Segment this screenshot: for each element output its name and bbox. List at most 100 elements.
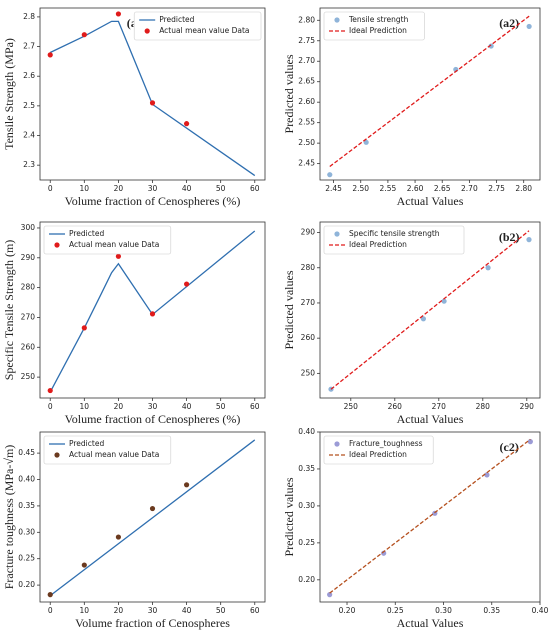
- legend-label: Specific tensile strength: [349, 229, 440, 238]
- x-tick-label: 50: [216, 184, 226, 193]
- data-point: [526, 23, 532, 30]
- legend-swatch: [54, 242, 60, 248]
- x-tick-label: 20: [114, 606, 124, 615]
- x-axis-label: Volume fraction of Cenospheres (%): [65, 412, 241, 426]
- data-point: [526, 237, 532, 243]
- y-tick-label: 260: [301, 333, 316, 342]
- x-tick-label: 10: [80, 402, 90, 411]
- y-tick-label: 0.25: [298, 538, 315, 547]
- y-tick-label: 0.40: [298, 427, 315, 436]
- x-tick-label: 40: [182, 606, 192, 615]
- data-point: [183, 121, 190, 127]
- x-tick-label: 2.60: [407, 184, 424, 193]
- data-point: [149, 505, 156, 512]
- y-tick-label: 280: [21, 283, 36, 292]
- data-point: [484, 472, 490, 478]
- data-point: [81, 32, 87, 38]
- x-tick-label: 280: [476, 402, 491, 411]
- data-point: [441, 298, 447, 304]
- data-point: [149, 100, 156, 106]
- data-point: [115, 11, 122, 17]
- y-tick-label: 2.65: [298, 77, 315, 86]
- data-point: [183, 482, 190, 488]
- x-tick-label: 2.55: [380, 184, 397, 193]
- x-tick-label: 0: [48, 606, 53, 615]
- x-tick-label: 2.70: [461, 184, 478, 193]
- data-point: [420, 316, 426, 322]
- panel-label: (c2): [500, 440, 519, 454]
- legend-label: Actual mean value Data: [69, 450, 159, 459]
- y-tick-label: 0.45: [18, 448, 35, 457]
- x-tick-label: 50: [216, 402, 226, 411]
- legend-swatch: [54, 452, 60, 458]
- y-tick-label: 0.35: [298, 464, 315, 473]
- y-tick-label: 0.30: [18, 527, 35, 536]
- y-tick-label: 270: [301, 298, 316, 307]
- y-tick-label: 0.35: [18, 501, 35, 510]
- x-tick-label: 2.80: [515, 184, 532, 193]
- x-tick-label: 0.25: [387, 606, 404, 615]
- x-tick-label: 270: [432, 402, 447, 411]
- y-axis-label: Predicted values: [282, 270, 296, 349]
- legend-swatch: [334, 17, 340, 23]
- y-axis-label: Fracture toughness (MPa-√m): [2, 445, 16, 590]
- y-axis-label: Specific Tensile Strength (m): [2, 240, 16, 381]
- data-point: [149, 311, 156, 317]
- y-tick-label: 300: [21, 223, 36, 232]
- y-tick-label: 250: [21, 372, 36, 381]
- legend-box: [323, 435, 434, 465]
- plot-frame: [319, 431, 541, 603]
- x-tick-label: 60: [250, 184, 260, 193]
- legend-label: Ideal Prediction: [349, 450, 407, 459]
- legend-label: Actual mean value Data: [69, 240, 159, 249]
- y-tick-label: 0.20: [18, 580, 35, 589]
- legend-label: Tensile strength: [348, 15, 409, 24]
- legend-swatch: [334, 441, 340, 447]
- x-tick-label: 250: [344, 402, 359, 411]
- x-tick-label: 0.40: [532, 606, 549, 615]
- data-point: [363, 139, 369, 145]
- y-tick-label: 270: [21, 312, 36, 321]
- y-tick-label: 2.45: [298, 159, 315, 168]
- data-point: [47, 387, 53, 394]
- y-tick-label: 2.75: [298, 36, 315, 45]
- x-tick-label: 0.35: [483, 606, 500, 615]
- y-tick-label: 2.3: [23, 160, 35, 169]
- x-tick-label: 0: [48, 184, 53, 193]
- y-tick-label: 2.70: [298, 56, 315, 65]
- data-point: [81, 325, 87, 331]
- x-tick-label: 10: [80, 184, 90, 193]
- y-tick-label: 2.80: [298, 15, 315, 24]
- x-tick-label: 20: [114, 402, 124, 411]
- data-point: [485, 265, 491, 271]
- x-tick-label: 20: [114, 184, 124, 193]
- y-tick-label: 0.25: [18, 554, 35, 563]
- x-tick-label: 0.30: [435, 606, 452, 615]
- plot-frame: [319, 7, 541, 181]
- y-axis-label: Predicted values: [282, 54, 296, 133]
- x-tick-label: 50: [216, 606, 226, 615]
- x-axis-label: Actual Values: [397, 194, 464, 208]
- x-axis-label: Actual Values: [397, 412, 464, 426]
- x-axis-label: Volume fraction of Cenospheres: [75, 616, 230, 630]
- x-tick-label: 290: [520, 402, 535, 411]
- y-tick-label: 290: [301, 228, 316, 237]
- data-point: [115, 534, 122, 540]
- series-line: [330, 230, 530, 390]
- legend-label: Fracture_toughness: [349, 439, 423, 448]
- plot-frame: [319, 221, 541, 399]
- x-tick-label: 10: [80, 606, 90, 615]
- y-tick-label: 2.60: [298, 97, 315, 106]
- x-tick-label: 40: [182, 184, 192, 193]
- data-point: [183, 281, 190, 287]
- x-tick-label: 2.65: [434, 184, 451, 193]
- y-tick-label: 2.50: [298, 138, 315, 147]
- data-point: [81, 562, 87, 568]
- x-tick-label: 2.75: [488, 184, 505, 193]
- x-tick-label: 260: [388, 402, 403, 411]
- legend-label: Actual mean value Data: [159, 26, 249, 35]
- data-point: [115, 253, 122, 259]
- legend-swatch: [334, 231, 340, 237]
- x-axis-label: Actual Values: [397, 616, 464, 630]
- legend-label: Predicted: [69, 229, 104, 238]
